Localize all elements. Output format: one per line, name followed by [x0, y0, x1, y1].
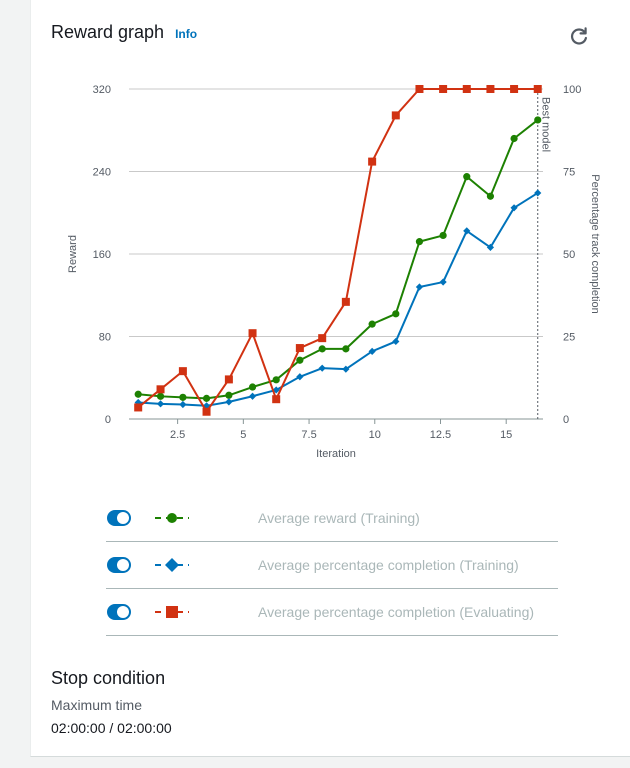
legend-item-average-percentage-completion-training: Average percentage completion (Training) [106, 542, 558, 589]
data-point-square [391, 111, 400, 120]
data-point-circle [510, 134, 518, 143]
chart-legend: Average reward (Training) Average percen… [106, 495, 558, 636]
y2-tick-label: 75 [563, 167, 575, 179]
data-point-diamond [202, 402, 211, 410]
data-point-square [415, 85, 424, 93]
y2-tick-label: 50 [563, 249, 575, 261]
data-point-diamond [156, 400, 165, 408]
data-point-circle [368, 320, 376, 328]
diamond-marker-icon [155, 558, 189, 572]
x-tick-label: 2.5 [170, 429, 185, 441]
toggle-average-percentage-completion-evaluating[interactable] [107, 604, 131, 620]
data-point-circle [342, 345, 350, 353]
data-point-diamond [225, 398, 233, 406]
circle-marker-icon [155, 513, 189, 523]
data-point-diamond [510, 204, 518, 212]
data-point-diamond [534, 189, 542, 197]
data-point-square [224, 375, 233, 384]
legend-item-average-percentage-completion-evaluating: Average percentage completion (Evaluatin… [106, 589, 558, 636]
data-point-square [533, 85, 542, 93]
data-point-square [156, 385, 165, 394]
y2-axis-title: Percentage track completion [589, 174, 601, 313]
stop-condition-key: Maximum time [51, 697, 143, 713]
data-point-square [486, 85, 495, 93]
data-point-circle [392, 310, 400, 318]
data-point-circle [179, 393, 187, 401]
y2-tick-label: 0 [563, 414, 569, 426]
toggle-average-percentage-completion-training[interactable] [107, 557, 131, 573]
data-point-diamond [272, 386, 280, 394]
data-point-circle [225, 391, 233, 399]
data-point-square [439, 85, 448, 93]
y-tick-label: 80 [99, 332, 111, 344]
data-point-square [318, 334, 327, 343]
data-point-square [134, 403, 143, 412]
refresh-icon[interactable] [567, 24, 591, 48]
data-point-square [510, 85, 519, 93]
x-tick-label: 7.5 [301, 429, 316, 441]
x-tick-label: 12.5 [430, 429, 451, 441]
data-point-circle [318, 345, 326, 353]
y-axis-title: Reward [67, 235, 79, 273]
data-point-circle [296, 356, 304, 364]
data-point-circle [248, 383, 257, 391]
data-point-square [462, 85, 471, 93]
legend-label: Average reward (Training) [258, 510, 420, 526]
data-point-square [368, 157, 377, 166]
x-tick-label: 10 [369, 429, 381, 441]
y2-tick-label: 25 [563, 332, 575, 344]
info-link[interactable]: Info [175, 27, 198, 41]
data-point-diamond [318, 364, 326, 372]
data-point-circle [272, 376, 280, 384]
data-point-diamond [486, 243, 495, 251]
y-tick-label: 160 [93, 249, 111, 261]
y2-tick-label: 100 [563, 84, 581, 96]
legend-label: Average percentage completion (Training) [258, 557, 519, 573]
data-point-square [272, 395, 281, 404]
data-point-square [202, 407, 211, 416]
data-point-circle [486, 192, 495, 200]
stop-condition-title: Stop condition [51, 668, 166, 688]
best-model-label: Best model [540, 97, 552, 152]
toggle-average-reward-training[interactable] [107, 510, 131, 526]
data-point-circle [202, 394, 211, 402]
x-axis-title: Iteration [316, 448, 356, 460]
y-tick-label: 320 [93, 84, 111, 96]
series-line-circle [138, 119, 539, 400]
legend-item-average-reward-training: Average reward (Training) [106, 495, 558, 542]
data-point-diamond [392, 337, 400, 346]
x-tick-label: 5 [240, 429, 246, 441]
data-point-diamond [368, 347, 376, 355]
reward-graph-panel: Reward graph Info 0 80 160 240 320 0 25 50 75 100… [30, 0, 630, 757]
data-point-square [341, 297, 350, 306]
y-tick-label: 0 [105, 414, 111, 426]
data-point-circle [439, 231, 447, 240]
series-line-diamond [138, 192, 539, 407]
x-tick-label: 15 [500, 429, 512, 441]
stop-condition-value: 02:00:00 / 02:00:00 [51, 720, 172, 736]
panel-header: Reward graph Info [51, 22, 197, 43]
data-point-diamond [342, 365, 350, 373]
data-point-circle [134, 390, 142, 398]
data-point-square [295, 344, 304, 353]
series-line-square [137, 88, 538, 413]
data-point-diamond [463, 227, 471, 235]
data-point-diamond [296, 373, 304, 381]
legend-label: Average percentage completion (Evaluatin… [258, 604, 535, 620]
data-point-diamond [179, 400, 187, 409]
square-marker-icon [155, 606, 189, 618]
page-title: Reward graph [51, 22, 165, 42]
data-point-circle [463, 173, 471, 181]
data-point-circle [415, 238, 424, 246]
data-point-circle [156, 392, 165, 400]
y-tick-label: 240 [93, 167, 111, 179]
data-point-square [248, 329, 257, 338]
data-point-diamond [248, 392, 257, 400]
data-point-diamond [415, 283, 424, 291]
data-point-square [178, 367, 187, 376]
data-point-diamond [439, 278, 447, 286]
reward-chart: 0 80 160 240 320 0 25 50 75 100 2.5 5 7.5 10 12.5 15 Ite… [67, 84, 601, 460]
data-point-circle [534, 116, 542, 124]
